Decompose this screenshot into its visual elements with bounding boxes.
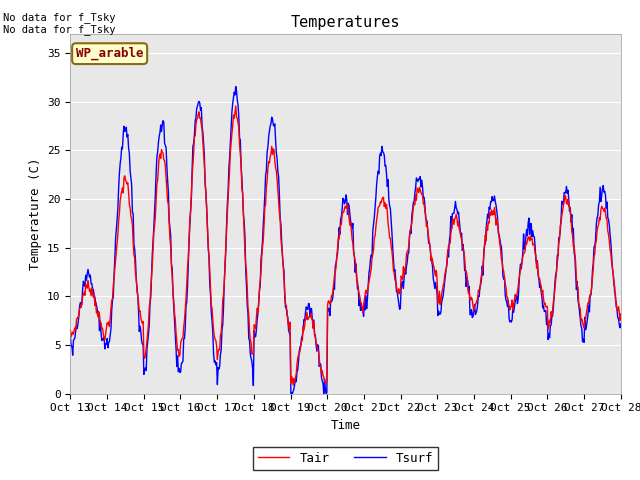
Line: Tair: Tair	[70, 106, 621, 385]
Tair	[232, 103, 239, 109]
Line: Tsurf: Tsurf	[70, 86, 621, 394]
Tsurf	[617, 321, 625, 326]
X-axis label: Time: Time	[331, 419, 360, 432]
Tair	[414, 187, 422, 192]
Tsurf	[430, 280, 438, 286]
Tsurf	[414, 179, 422, 184]
Tsurf	[189, 144, 196, 149]
Tair	[289, 382, 297, 388]
Tair	[133, 288, 141, 294]
Tsurf	[218, 327, 226, 333]
Tsurf	[287, 391, 294, 396]
Tair	[218, 318, 226, 324]
Text: No data for f_Tsky
No data for f_Tsky: No data for f_Tsky No data for f_Tsky	[3, 12, 116, 36]
Title: Temperatures: Temperatures	[291, 15, 401, 30]
Tsurf	[77, 300, 84, 305]
Tsurf	[232, 84, 239, 89]
Tair	[189, 162, 196, 168]
Tair	[430, 264, 438, 270]
Tsurf	[133, 285, 141, 291]
Tair	[67, 327, 74, 333]
Y-axis label: Temperature (C): Temperature (C)	[29, 157, 42, 270]
Legend: Tair, Tsurf: Tair, Tsurf	[253, 447, 438, 469]
Tair	[77, 305, 84, 311]
Tsurf	[67, 334, 74, 339]
Text: WP_arable: WP_arable	[76, 47, 143, 60]
Tair	[617, 311, 625, 317]
